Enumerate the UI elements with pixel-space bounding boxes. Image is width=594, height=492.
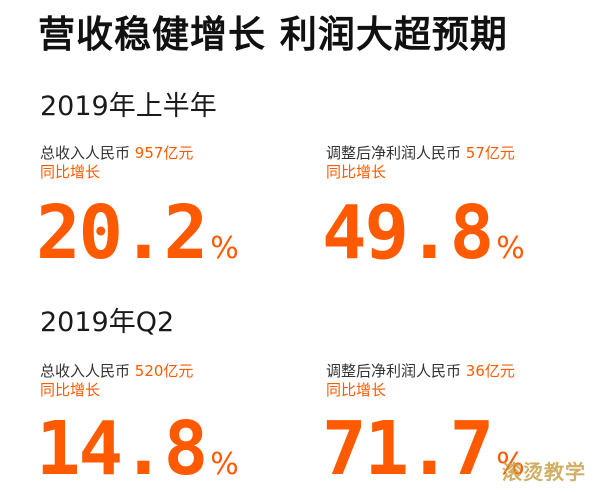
metric-amount: 57亿元: [465, 144, 515, 162]
metric-name: 总收入人民币: [40, 362, 131, 380]
metric-amount: 957亿元: [134, 144, 194, 162]
metric-name: 调整后净利润人民币: [326, 144, 462, 162]
growth-number: 71.7: [322, 406, 494, 492]
growth-number: 14.8: [36, 406, 208, 492]
growth-label: 同比增长: [40, 163, 101, 181]
percent-sign: %: [496, 231, 525, 266]
metric-name: 总收入人民币: [40, 144, 131, 162]
growth-value-profit-h1: 49.8%: [322, 196, 525, 270]
growth-number: 49.8: [322, 190, 494, 276]
growth-value-profit-q2: 71.7%: [322, 412, 525, 486]
metric-amount: 36亿元: [465, 362, 515, 380]
percent-sign: %: [496, 447, 525, 482]
metric-amount: 520亿元: [134, 362, 194, 380]
growth-number: 20.2: [36, 190, 208, 276]
metric-label-profit-q2: 调整后净利润人民币 36亿元 同比增长: [326, 362, 515, 400]
percent-sign: %: [210, 231, 239, 266]
period-heading-h1: 2019年上半年: [40, 91, 217, 122]
growth-label: 同比增长: [326, 163, 387, 181]
period-heading-q2: 2019年Q2: [40, 307, 175, 338]
growth-label: 同比增长: [326, 381, 387, 399]
metric-label-revenue-h1: 总收入人民币 957亿元 同比增长: [40, 144, 193, 182]
metric-label-profit-h1: 调整后净利润人民币 57亿元 同比增长: [326, 144, 515, 182]
growth-value-revenue-q2: 14.8%: [36, 412, 239, 486]
page-title: 营收稳健增长 利润大超预期: [38, 13, 508, 56]
metric-name: 调整后净利润人民币: [326, 362, 462, 380]
percent-sign: %: [210, 447, 239, 482]
growth-label: 同比增长: [40, 381, 101, 399]
growth-value-revenue-h1: 20.2%: [36, 196, 239, 270]
watermark-logo: 滚烫教学: [502, 460, 586, 484]
metric-label-revenue-q2: 总收入人民币 520亿元 同比增长: [40, 362, 193, 400]
